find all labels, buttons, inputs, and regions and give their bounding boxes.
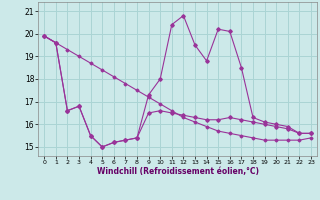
X-axis label: Windchill (Refroidissement éolien,°C): Windchill (Refroidissement éolien,°C): [97, 167, 259, 176]
